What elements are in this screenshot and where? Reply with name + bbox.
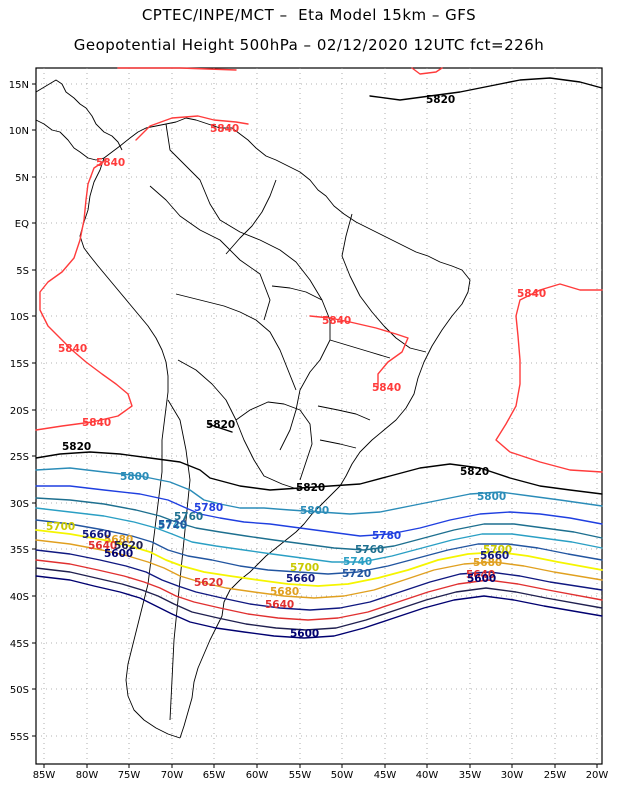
lon-label: 75W bbox=[118, 770, 141, 781]
contour-label-5620: 5620 bbox=[194, 577, 223, 589]
contour-label-5600: 5600 bbox=[467, 573, 496, 585]
contour-label-5780: 5780 bbox=[194, 502, 223, 514]
contour-label-5640: 5640 bbox=[265, 599, 294, 611]
contour-label-5840: 5840 bbox=[210, 123, 239, 135]
contour-label-5700: 5700 bbox=[290, 562, 319, 574]
lon-label: 65W bbox=[203, 770, 226, 781]
contour-5620 bbox=[35, 567, 603, 631]
pacific-coast bbox=[79, 157, 181, 739]
contour-label-5840: 5840 bbox=[372, 382, 401, 394]
lon-label: 50W bbox=[331, 770, 354, 781]
contour-label-5640: 5640 bbox=[88, 540, 117, 552]
lat-label: EQ bbox=[15, 219, 29, 230]
contour-label-5700: 5700 bbox=[46, 521, 75, 533]
lat-label: 5N bbox=[15, 173, 29, 184]
contour-label-5800: 5800 bbox=[120, 471, 149, 483]
lon-label: 45W bbox=[374, 770, 397, 781]
contour-label-5620: 5620 bbox=[114, 540, 143, 552]
lon-label: 60W bbox=[246, 770, 269, 781]
lon-label: 40W bbox=[416, 770, 439, 781]
contour-labels: 5820 5820 5820 5820 5820 5840 5840 5840 … bbox=[46, 94, 546, 640]
south-america-coast bbox=[103, 117, 471, 739]
contour-label-5800: 5800 bbox=[300, 505, 329, 517]
contour-label-5840: 5840 bbox=[58, 343, 87, 355]
lon-label: 35W bbox=[459, 770, 482, 781]
contour-5600 bbox=[35, 575, 603, 639]
chart-title: CPTEC/INPE/MCT – Eta Model 15km – GFS bbox=[141, 6, 477, 24]
contour-label-5820: 5820 bbox=[62, 441, 91, 453]
contour-label-5720: 5720 bbox=[158, 519, 187, 531]
contour-label-5840: 5840 bbox=[82, 417, 111, 429]
inner-borders bbox=[271, 213, 427, 449]
contour-label-5660: 5660 bbox=[480, 550, 509, 562]
lat-label: 5S bbox=[16, 266, 29, 277]
coastlines bbox=[35, 79, 471, 739]
contour-label-5660: 5660 bbox=[82, 529, 111, 541]
country-borders bbox=[149, 123, 331, 721]
contour-label-5640: 5640 bbox=[466, 569, 495, 581]
lat-label: 55S bbox=[10, 732, 29, 743]
contour-label-5600: 5600 bbox=[290, 628, 319, 640]
contour-label-5720: 5720 bbox=[342, 568, 371, 580]
contour-label-5760: 5760 bbox=[174, 511, 203, 523]
lon-label: 70W bbox=[161, 770, 184, 781]
contour-5680 bbox=[35, 539, 603, 599]
contour-label-5820: 5820 bbox=[296, 482, 325, 494]
axis-ticks bbox=[32, 83, 598, 768]
lon-label: 80W bbox=[76, 770, 99, 781]
contour-label-5760: 5760 bbox=[355, 544, 384, 556]
contour-5700 bbox=[35, 529, 603, 587]
contour-label-5780: 5780 bbox=[372, 530, 401, 542]
lat-label: 10N bbox=[9, 126, 29, 137]
longitude-labels: 85W 80W 75W 70W 65W 60W 55W 50W 45W 40W … bbox=[33, 770, 609, 781]
map-frame bbox=[35, 67, 603, 765]
lat-label: 20S bbox=[10, 406, 29, 417]
lat-label: 35S bbox=[10, 545, 29, 556]
contour-5840 bbox=[35, 67, 603, 473]
contour-label-5740: 5740 bbox=[158, 520, 187, 532]
lat-label: 40S bbox=[10, 592, 29, 603]
contour-label-5680: 5680 bbox=[104, 534, 133, 546]
graticule bbox=[36, 68, 602, 764]
lat-label: 15S bbox=[10, 359, 29, 370]
latitude-labels: 15N 10N 5N EQ 5S 10S 15S 20S 25S 30S 35S… bbox=[9, 80, 29, 743]
central-america-coast bbox=[35, 79, 123, 161]
contours bbox=[35, 67, 603, 639]
contour-label-5840: 5840 bbox=[322, 315, 351, 327]
lon-label: 85W bbox=[33, 770, 56, 781]
lon-label: 30W bbox=[501, 770, 524, 781]
contour-label-5820: 5820 bbox=[426, 94, 455, 106]
lat-label: 10S bbox=[10, 312, 29, 323]
contour-5740 bbox=[35, 507, 603, 563]
lat-label: 50S bbox=[10, 685, 29, 696]
contour-5760 bbox=[35, 497, 603, 551]
lat-label: 30S bbox=[10, 499, 29, 510]
lon-label: 20W bbox=[586, 770, 609, 781]
contour-label-5680: 5680 bbox=[473, 557, 502, 569]
contour-label-5820: 5820 bbox=[460, 466, 489, 478]
lat-label: 45S bbox=[10, 639, 29, 650]
contour-5800 bbox=[35, 467, 603, 515]
contour-label-5700: 5700 bbox=[483, 544, 512, 556]
contour-label-5840: 5840 bbox=[96, 157, 125, 169]
contour-label-5680: 5680 bbox=[270, 586, 299, 598]
lat-label: 15N bbox=[9, 80, 29, 91]
contour-label-5600: 5600 bbox=[104, 548, 133, 560]
lon-label: 55W bbox=[289, 770, 312, 781]
contour-5820 bbox=[35, 77, 603, 495]
lon-label: 25W bbox=[544, 770, 567, 781]
contour-label-5840: 5840 bbox=[517, 288, 546, 300]
contour-label-5820: 5820 bbox=[206, 419, 235, 431]
contour-5660 bbox=[35, 549, 603, 611]
lat-label: 25S bbox=[10, 452, 29, 463]
contour-5720 bbox=[35, 519, 603, 575]
contour-label-5740: 5740 bbox=[343, 556, 372, 568]
chart-subtitle: Geopotential Height 500hPa – 02/12/2020 … bbox=[73, 36, 545, 54]
contour-label-5660: 5660 bbox=[286, 573, 315, 585]
contour-5780 bbox=[35, 485, 603, 537]
contour-5640 bbox=[35, 559, 603, 621]
contour-label-5800: 5800 bbox=[477, 491, 506, 503]
